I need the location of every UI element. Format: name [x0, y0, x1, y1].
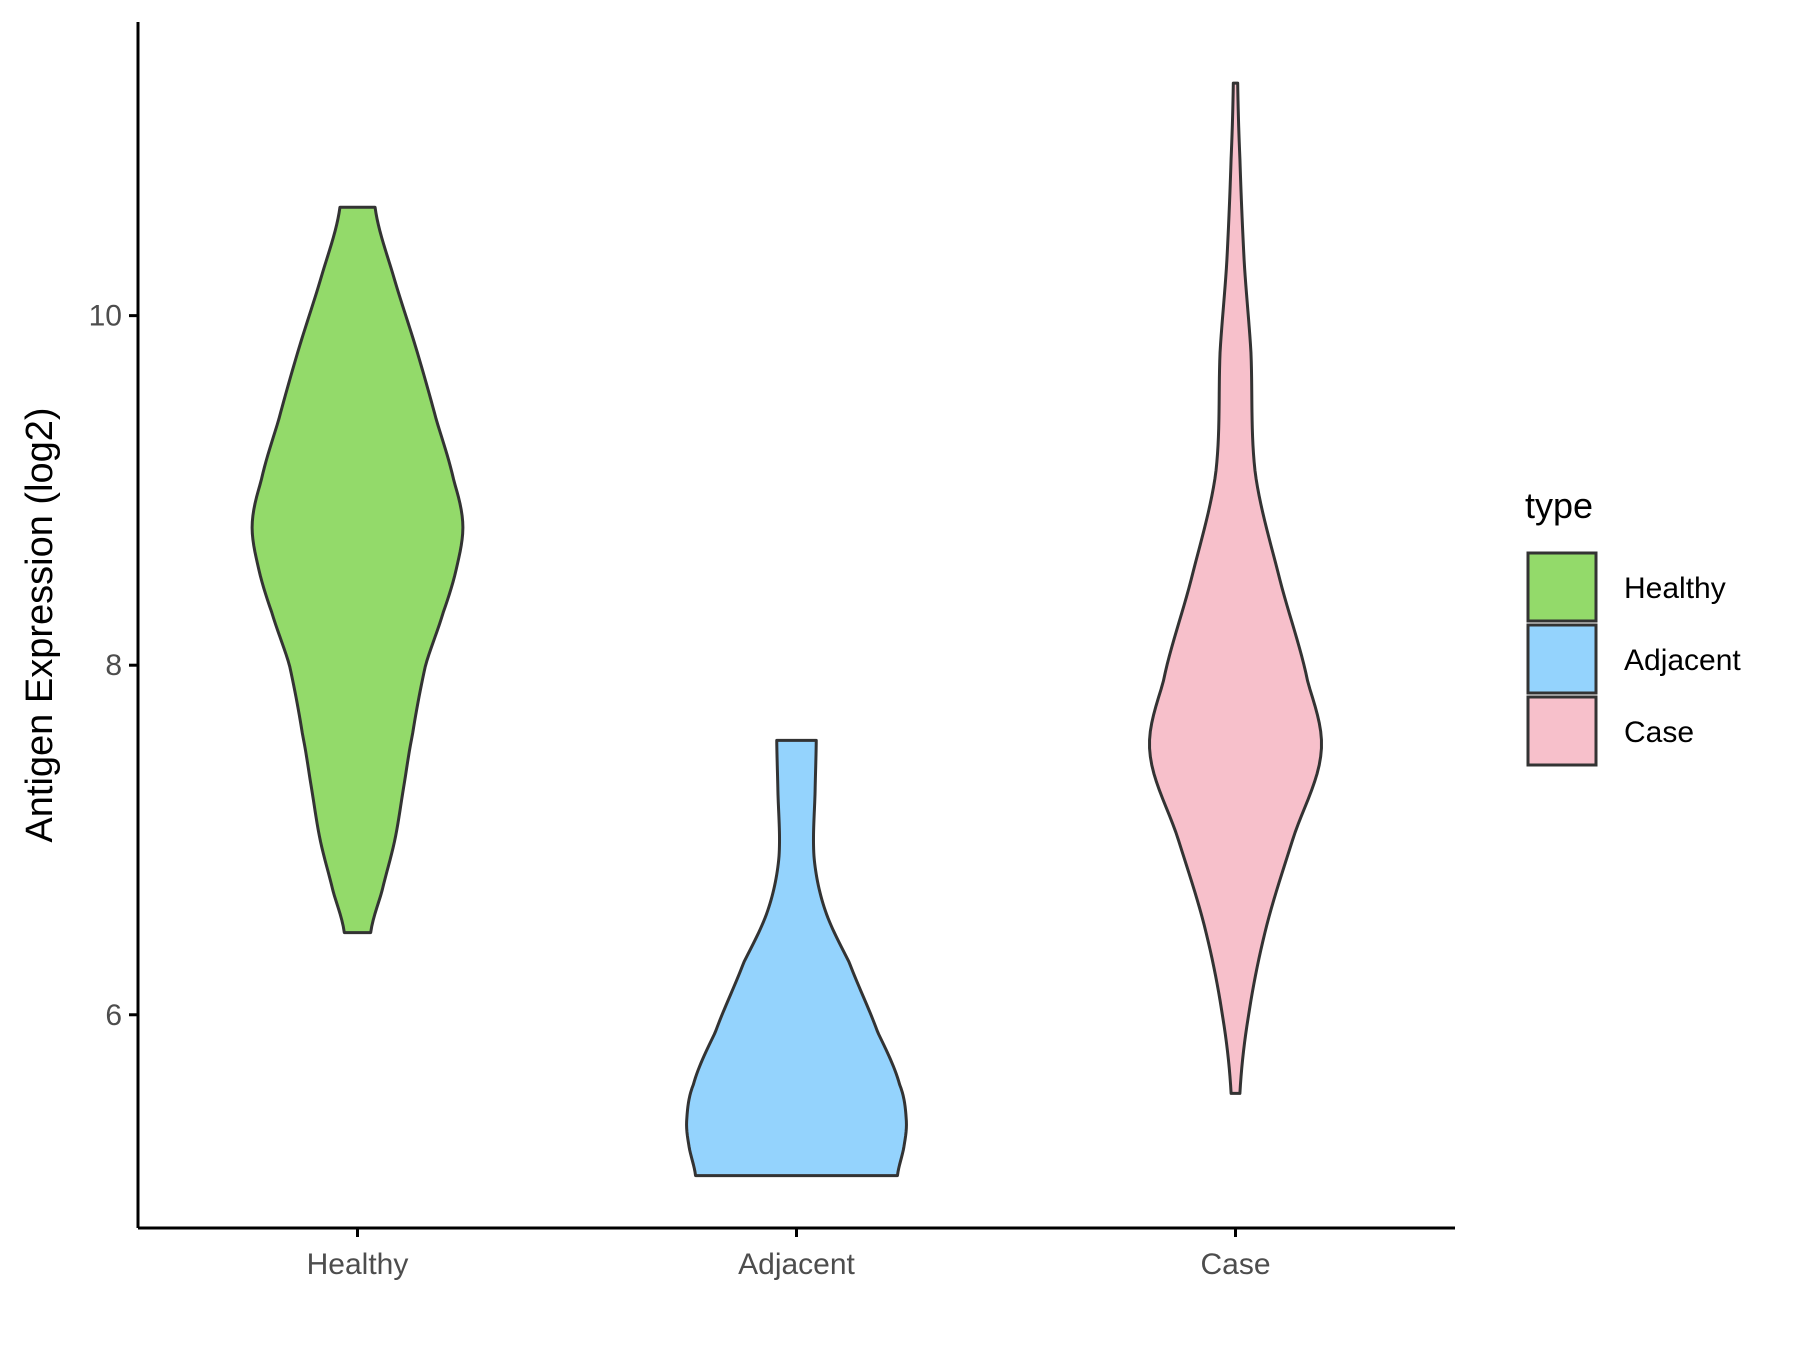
y-ticks: 6 8 10 [89, 300, 138, 1032]
plot-area [250, 81, 1323, 1178]
legend-key-case [1526, 695, 1598, 767]
y-tick-label: 10 [89, 300, 122, 333]
legend-key-healthy [1526, 551, 1598, 623]
y-tick-label: 8 [105, 649, 122, 682]
legend: type Healthy Adjacent Case [1525, 485, 1741, 767]
violin-case [1148, 81, 1323, 1095]
legend-key-adjacent [1526, 623, 1598, 695]
x-tick-label: Healthy [307, 1248, 409, 1281]
violin-healthy [250, 205, 465, 935]
legend-label: Adjacent [1624, 644, 1741, 677]
y-axis-title: Antigen Expression (log2) [19, 407, 61, 842]
x-tick-label: Case [1200, 1248, 1270, 1281]
legend-label: Case [1624, 716, 1694, 749]
violin-adjacent [685, 738, 908, 1178]
x-ticks: Healthy Adjacent Case [307, 1228, 1271, 1281]
legend-title: type [1525, 485, 1593, 526]
y-tick-label: 6 [105, 999, 122, 1032]
legend-label: Healthy [1624, 572, 1726, 605]
x-tick-label: Adjacent [738, 1248, 855, 1281]
